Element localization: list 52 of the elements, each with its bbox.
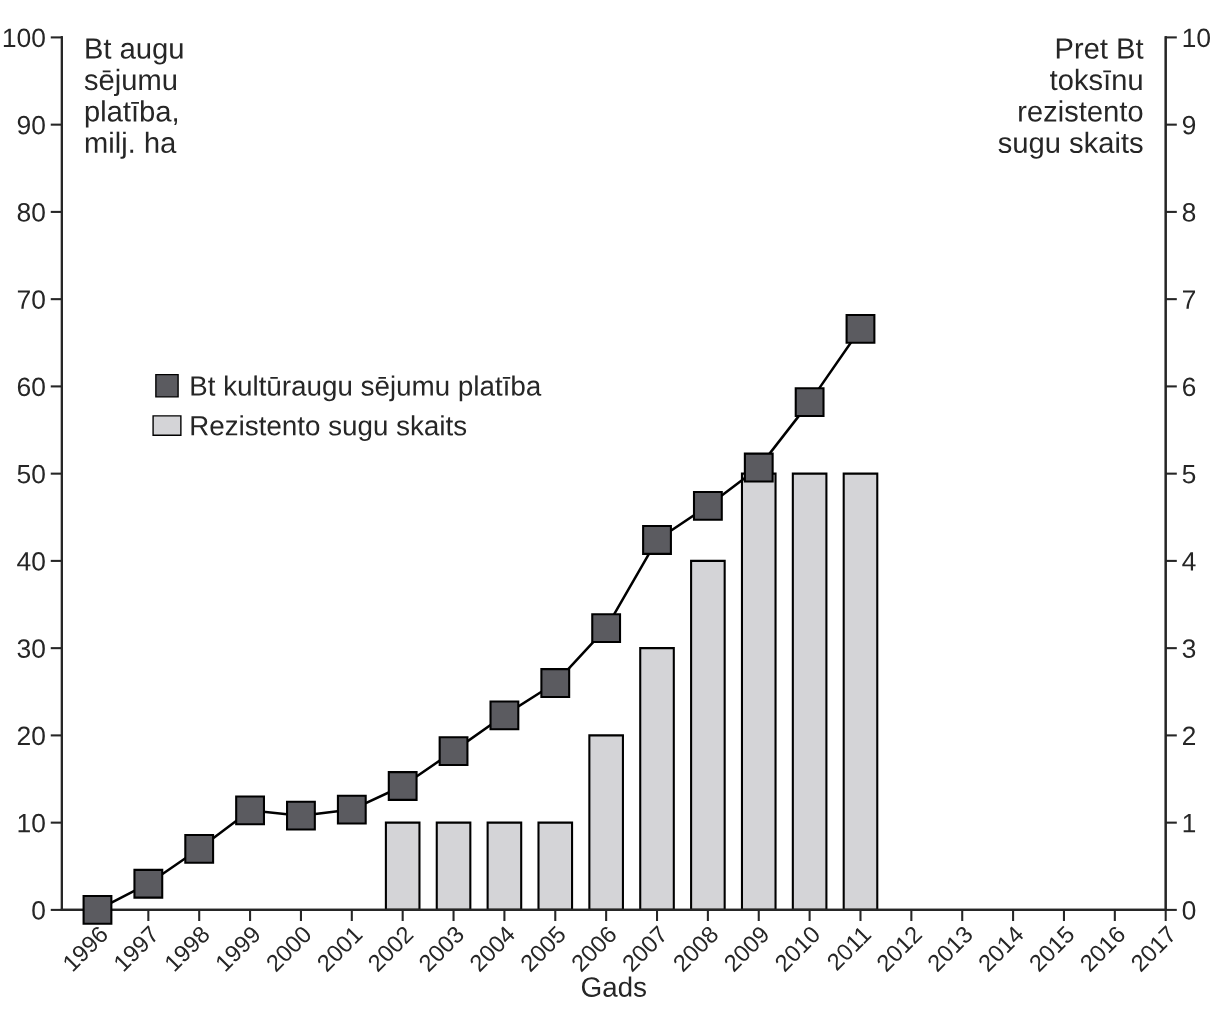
legend-label: Rezistento sugu skaits	[191, 415, 467, 442]
point	[286, 800, 316, 831]
y-tick-label: 10	[18, 813, 45, 833]
point	[387, 771, 418, 801]
bar	[486, 821, 523, 910]
y-tick-label: 100	[3, 28, 45, 48]
y-tick-label: 30	[17, 639, 45, 658]
point	[743, 452, 774, 483]
y-tick-label: 20	[17, 726, 45, 746]
y-tick-label: 90	[17, 115, 45, 135]
legend-label: Bt kultūraugu sējumu platība	[191, 375, 542, 402]
y2-tick-label: 0	[1182, 901, 1196, 920]
point	[235, 795, 265, 826]
y-tick-label: 0	[32, 901, 45, 920]
y2-axis-title: Pret Bt toksīnu rezistento sugu skaits	[998, 38, 1144, 159]
bar	[537, 821, 574, 910]
bar	[588, 734, 624, 910]
point	[692, 491, 723, 521]
y2-tick-label: 4	[1182, 552, 1196, 571]
bar	[791, 472, 828, 910]
y2-tick-label: 10	[1183, 28, 1210, 48]
point	[489, 700, 520, 731]
bar	[690, 559, 726, 910]
bar	[384, 821, 421, 910]
point	[845, 313, 876, 344]
point	[184, 833, 215, 864]
point	[794, 387, 825, 418]
y-tick-label: 40	[17, 552, 45, 571]
y2-tick-label: 7	[1183, 290, 1196, 309]
y-tick-label: 70	[17, 290, 45, 309]
y2-tick-label: 9	[1182, 115, 1196, 135]
y2-tick-label: 6	[1183, 377, 1196, 397]
point	[336, 794, 367, 825]
point	[133, 868, 164, 899]
y2-tick-label: 8	[1182, 203, 1196, 222]
y2-tick-label: 2	[1182, 726, 1196, 745]
point	[438, 736, 469, 767]
point	[540, 668, 571, 698]
point	[82, 894, 113, 925]
y-axis-title: Bt augu sējumu platība, milj. ha	[84, 38, 183, 159]
y-tick-label: 80	[17, 203, 45, 222]
y-tick-label: 60	[17, 377, 45, 397]
point	[642, 525, 672, 555]
bar	[435, 821, 472, 910]
point	[591, 613, 622, 644]
y2-tick-label: 3	[1182, 639, 1196, 658]
bar	[842, 472, 879, 910]
y2-tick-label: 1	[1183, 814, 1196, 833]
y2-tick-label: 5	[1182, 465, 1196, 484]
bar	[639, 647, 675, 910]
x-axis-title: Gads	[581, 976, 646, 997]
y-tick-label: 50	[17, 464, 45, 484]
